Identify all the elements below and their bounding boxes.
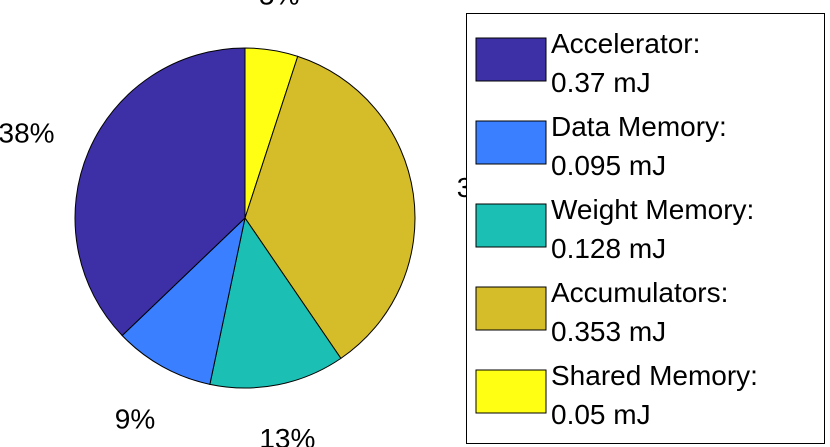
legend-swatch xyxy=(475,120,547,165)
pie-slice-accelerator xyxy=(74,47,246,337)
pie-slice-accumulators xyxy=(244,55,416,360)
legend-value: 0.353 mJ xyxy=(551,316,666,347)
legend-value: 0.05 mJ xyxy=(551,399,651,430)
legend-label: Accelerator: xyxy=(551,28,700,59)
pie-slice-weight-memory xyxy=(209,216,342,389)
pie-slices xyxy=(74,47,416,389)
legend-swatch xyxy=(475,37,547,82)
legend-label: Weight Memory: xyxy=(551,194,754,225)
legend-label: Accumulators: xyxy=(551,277,728,308)
legend-swatch xyxy=(475,286,547,331)
legend-value: 0.095 mJ xyxy=(551,150,666,181)
legend-value: 0.37 mJ xyxy=(551,67,651,98)
percent-label: 5% xyxy=(259,0,299,11)
legend-value: 0.128 mJ xyxy=(551,233,666,264)
percent-label: 13% xyxy=(259,423,315,447)
legend-swatch xyxy=(475,369,547,414)
legend-swatch xyxy=(475,203,547,248)
legend: Accelerator: 0.37 mJ Data Memory: 0.095 mJ W… xyxy=(466,13,825,444)
pie-slice-data-memory xyxy=(121,216,246,385)
percent-label: 38% xyxy=(0,117,55,148)
legend-label: Shared Memory: xyxy=(551,360,758,391)
percent-label: 9% xyxy=(115,403,155,434)
legend-label: Data Memory: xyxy=(551,111,727,142)
